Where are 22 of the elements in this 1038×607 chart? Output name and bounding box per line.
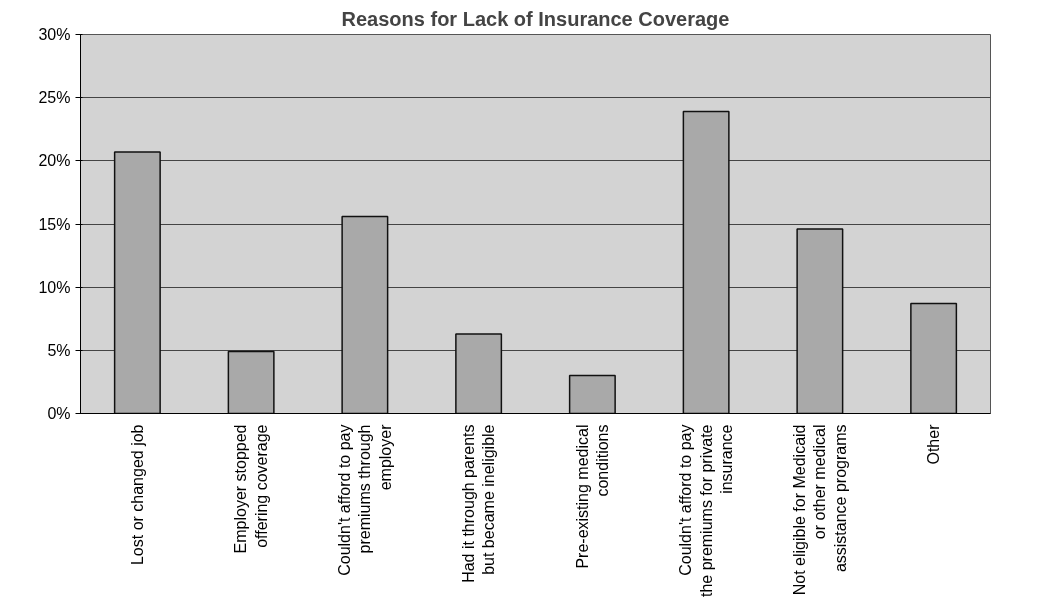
y-tick-label: 20% <box>38 152 71 170</box>
bar <box>568 374 616 414</box>
bar <box>341 215 389 414</box>
chart-title: Reasons for Lack of Insurance Coverage <box>341 7 730 30</box>
y-tick-label: 30% <box>38 26 71 43</box>
bar <box>455 333 503 414</box>
bar <box>796 228 844 414</box>
x-tick-label: Couldn't afford to pay the premiums for private insurance <box>677 424 736 598</box>
bar <box>682 110 730 414</box>
y-tick-label: 5% <box>47 341 71 359</box>
x-tick-label: Couldn't afford to pay premiums through employer <box>335 423 394 576</box>
y-tick-label: 15% <box>38 215 71 233</box>
x-tick-label: Lost or changed job <box>128 424 146 566</box>
bar <box>910 302 958 414</box>
bar <box>227 350 275 414</box>
bar <box>113 151 161 414</box>
y-tick-label: 0% <box>47 405 71 422</box>
x-tick-label: Pre-existing medical conditions <box>573 424 612 569</box>
x-tick-label: Employer stopped offering coverage <box>232 424 270 554</box>
y-tick-label: 25% <box>38 89 71 107</box>
y-tick-label: 10% <box>38 278 71 296</box>
x-tick-label: Other <box>925 423 943 465</box>
